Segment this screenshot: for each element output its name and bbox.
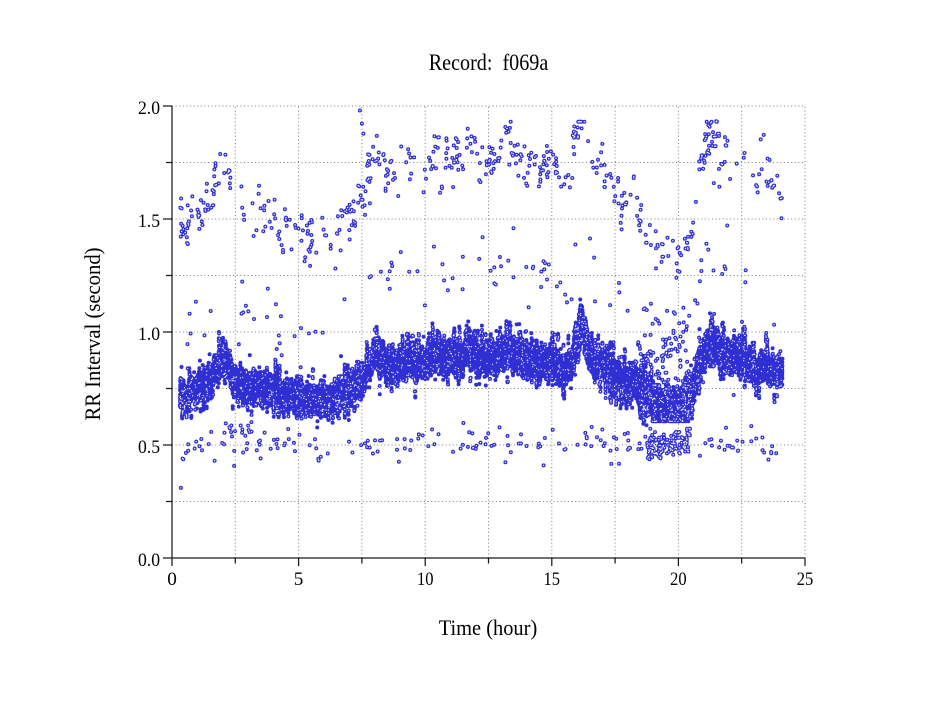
svg-text:15: 15 <box>544 569 561 590</box>
svg-text:RR Interval (second): RR Interval (second) <box>80 248 105 421</box>
svg-text:2.0: 2.0 <box>138 98 160 119</box>
svg-text:10: 10 <box>417 569 434 590</box>
svg-text:20: 20 <box>670 569 687 590</box>
svg-text:1.5: 1.5 <box>138 211 160 232</box>
svg-text:1.0: 1.0 <box>138 324 160 345</box>
svg-text:Time (hour): Time (hour) <box>439 615 538 640</box>
svg-text:5: 5 <box>294 569 304 590</box>
svg-text:0: 0 <box>167 569 177 590</box>
svg-text:Record: f069a: Record: f069a <box>429 50 549 75</box>
svg-text:0.0: 0.0 <box>138 550 160 571</box>
svg-text:25: 25 <box>797 569 814 590</box>
svg-text:0.5: 0.5 <box>138 437 160 458</box>
